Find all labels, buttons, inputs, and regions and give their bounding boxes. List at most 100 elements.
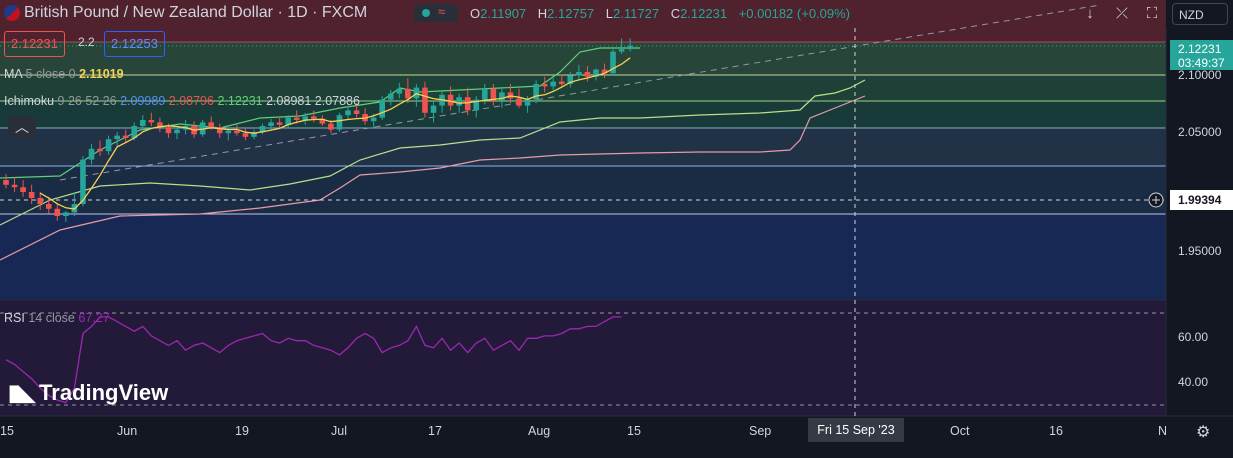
candle-body (216, 127, 223, 134)
candle-body (11, 184, 18, 188)
candle-body (464, 97, 471, 111)
candle-body (148, 120, 155, 123)
candle-body (251, 132, 257, 137)
candle-body (353, 110, 360, 114)
zone-band-blue (0, 166, 1166, 214)
rsi-params: 14 close (28, 311, 75, 325)
candle-body (54, 208, 61, 216)
ma-legend[interactable]: MA 5 close 0 2.11019 (4, 67, 124, 81)
chevron-up-icon: ︿ (15, 119, 29, 135)
candle-body (319, 118, 326, 124)
arrow-down-icon[interactable]: ↓ (1086, 5, 1094, 22)
candle-body (285, 117, 291, 125)
flag-icon (4, 5, 20, 21)
price-label-2-10: 2.10000 (1178, 68, 1222, 82)
ichimoku-base-value: 2.08796 (168, 94, 214, 108)
candle-body (482, 88, 488, 100)
candle-body (499, 92, 505, 101)
collapse-legend-button[interactable]: ︿ (8, 116, 36, 138)
candle-body (601, 69, 608, 74)
crosshair-price-tag: 1.99394 (1170, 190, 1233, 210)
candle-body (345, 110, 351, 116)
candle-body (456, 97, 462, 106)
ichimoku-lead-b-value: 2.07886 (314, 94, 360, 108)
ma-value: 2.11019 (79, 67, 124, 81)
ichimoku-span-b-line (0, 152, 641, 261)
ichimoku-lagging-value: 2.12231 (217, 94, 263, 108)
candle-body (199, 122, 206, 135)
candle-body (97, 148, 103, 152)
rsi-name: RSI (4, 311, 25, 325)
candle-body (593, 69, 599, 77)
candle-body (558, 81, 565, 84)
candle-body (430, 105, 437, 113)
time-label-n: N (1158, 424, 1167, 438)
market-status[interactable]: ≈ (414, 4, 458, 22)
rsi-label-40: 40.00 (1178, 375, 1208, 389)
tradingview-logo[interactable]: ▮◣ TradingView (8, 380, 168, 406)
time-label-16: 16 (1049, 424, 1063, 438)
candle-body (174, 129, 180, 134)
ma-params: 5 close 0 (25, 67, 76, 81)
time-label-19: 19 (235, 424, 249, 438)
candle-body (567, 75, 574, 84)
ichimoku-span-a-line (0, 117, 640, 226)
candle-body (225, 130, 232, 134)
candle-body (533, 84, 539, 100)
ohlc-readout: O2.11907 H2.12757 L2.11727 C2.12231 +0.0… (470, 6, 858, 21)
logo-text: TradingView (39, 380, 169, 405)
candle-body (473, 99, 480, 111)
symbol-title[interactable]: British Pound / New Zealand Dollar · 1D … (24, 4, 368, 21)
crosshair-date-tag: Fri 15 Sep '23 (808, 418, 904, 442)
collapse-arrows-icon[interactable]: ⤫ (1115, 5, 1128, 22)
low-label: L (605, 6, 614, 21)
buy-button[interactable]: 2.12253 (104, 31, 165, 57)
zone-band-top (0, 0, 1166, 42)
ma-line (39, 57, 631, 210)
high-value: 2.12757 (547, 6, 595, 21)
candle-body (370, 117, 377, 122)
rsi-line (5, 316, 622, 404)
candle-body (302, 116, 309, 120)
price-label-1-95: 1.95000 (1178, 244, 1222, 258)
change-value: +0.00182 (+0.09%) (738, 6, 851, 21)
gear-icon[interactable]: ⚙ (1196, 424, 1211, 441)
candle-body (242, 133, 249, 137)
candle-body (524, 99, 531, 106)
close-label: C (670, 6, 681, 21)
candle-body (114, 135, 120, 140)
candle-body (28, 192, 35, 198)
candle-body (276, 122, 283, 125)
time-label-15b: 15 (627, 424, 641, 438)
high-label: H (537, 6, 548, 21)
close-value: 2.12231 (680, 6, 728, 21)
rsi-group (5, 316, 622, 404)
currency-select[interactable]: NZD (1172, 3, 1228, 25)
price-label-2-05: 2.05000 (1178, 125, 1222, 139)
wave-icon: ≈ (438, 4, 446, 19)
candle-body (550, 81, 556, 87)
open-value: 2.11907 (480, 6, 527, 21)
rsi-legend[interactable]: RSI 14 close 67.27 (4, 311, 110, 325)
candle-body (576, 72, 582, 76)
candle-body (447, 94, 454, 106)
candle-body (618, 49, 625, 52)
zone-band-deep-blue (0, 214, 1166, 300)
candle-body (140, 120, 146, 126)
candle-body (3, 180, 9, 185)
zone-band-green-1 (0, 42, 1166, 75)
candle-body (20, 187, 26, 192)
candle-body (387, 93, 394, 100)
time-label-sep: Sep (749, 424, 771, 438)
sell-button[interactable]: 2.12231 (4, 31, 65, 57)
candle-body (122, 135, 129, 138)
ichimoku-legend[interactable]: Ichimoku 9 26 52 26 2.09989 2.08796 2.12… (4, 94, 360, 108)
candle-body (584, 72, 591, 77)
candle-body (37, 198, 43, 204)
fullscreen-icon[interactable]: ⛶ (1146, 5, 1158, 22)
candle-body (88, 148, 95, 160)
candle-body (259, 126, 266, 132)
candle-body (131, 126, 138, 138)
